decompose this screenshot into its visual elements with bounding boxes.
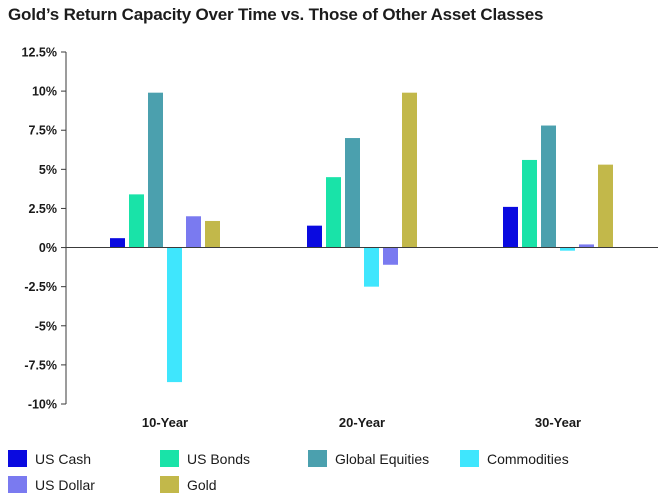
y-tick-label: 0% [39, 241, 57, 255]
y-tick-label: -7.5% [24, 358, 57, 372]
legend-item: Gold [160, 476, 217, 493]
y-tick-label: 5% [39, 163, 57, 177]
bar-global-equities-20-year [345, 138, 360, 248]
legend-swatch [460, 450, 479, 467]
legend-swatch [8, 450, 27, 467]
bar-us-cash-20-year [307, 225, 322, 248]
x-category-label: 10-Year [142, 415, 188, 430]
bar-commodities-20-year [364, 247, 379, 287]
legend-swatch [8, 476, 27, 493]
bar-us-dollar-30-year [579, 244, 594, 248]
legend-item: US Dollar [8, 476, 95, 493]
legend-item: Global Equities [308, 450, 429, 467]
bar-gold-10-year [205, 220, 220, 248]
bar-chart: 12.5% 10% 7.5% 5% 2.5% 0% -2.5% -5% -7.5% -10% 10… [22, 46, 658, 430]
y-tick-label: 7.5% [29, 124, 58, 138]
legend-label: Gold [187, 476, 217, 493]
bar-gold-20-year [402, 92, 417, 248]
bar-us-cash-30-year [503, 206, 518, 248]
y-tick-label: -2.5% [24, 280, 57, 294]
legend-swatch [160, 476, 179, 493]
y-axis: 12.5% 10% 7.5% 5% 2.5% 0% -2.5% -5% -7.5% -10% [22, 46, 66, 412]
legend-label: Global Equities [335, 450, 430, 467]
x-category-label: 20-Year [339, 415, 385, 430]
x-category-label: 30-Year [535, 415, 581, 430]
bar-us-bonds-30-year [522, 159, 537, 248]
bar-global-equities-30-year [541, 125, 556, 248]
y-tick-label: -5% [35, 319, 57, 333]
legend-label: Commodities [487, 450, 569, 467]
legend-label: US Bonds [187, 450, 251, 467]
legend-item: Commodities [460, 450, 569, 467]
bar-gold-30-year [598, 164, 613, 248]
legend-item: US Cash [8, 450, 91, 467]
legend-item: US Bonds [160, 450, 250, 467]
y-tick-label: -10% [28, 398, 57, 412]
y-tick-label: 12.5% [22, 46, 57, 60]
y-tick-label: 2.5% [29, 202, 58, 216]
bar-us-dollar-20-year [383, 247, 398, 265]
legend-label: US Cash [35, 450, 92, 467]
bars [110, 92, 613, 383]
bar-us-cash-10-year [110, 238, 125, 248]
legend: US Cash US Bonds Global Equities Commoditie… [0, 446, 662, 495]
y-tick-label: 10% [32, 85, 57, 99]
chart-title: Gold’s Return Capacity Over Time vs. Tho… [8, 5, 544, 24]
bar-us-bonds-10-year [129, 194, 144, 248]
bar-us-dollar-10-year [186, 216, 201, 248]
legend-label: US Dollar [35, 476, 95, 493]
bar-commodities-10-year [167, 247, 182, 383]
x-axis: 10-Year 20-Year 30-Year [142, 415, 581, 430]
bar-commodities-30-year [560, 247, 575, 251]
bar-us-bonds-20-year [326, 177, 341, 248]
bar-global-equities-10-year [148, 92, 163, 248]
legend-swatch [308, 450, 327, 467]
legend-swatch [160, 450, 179, 467]
